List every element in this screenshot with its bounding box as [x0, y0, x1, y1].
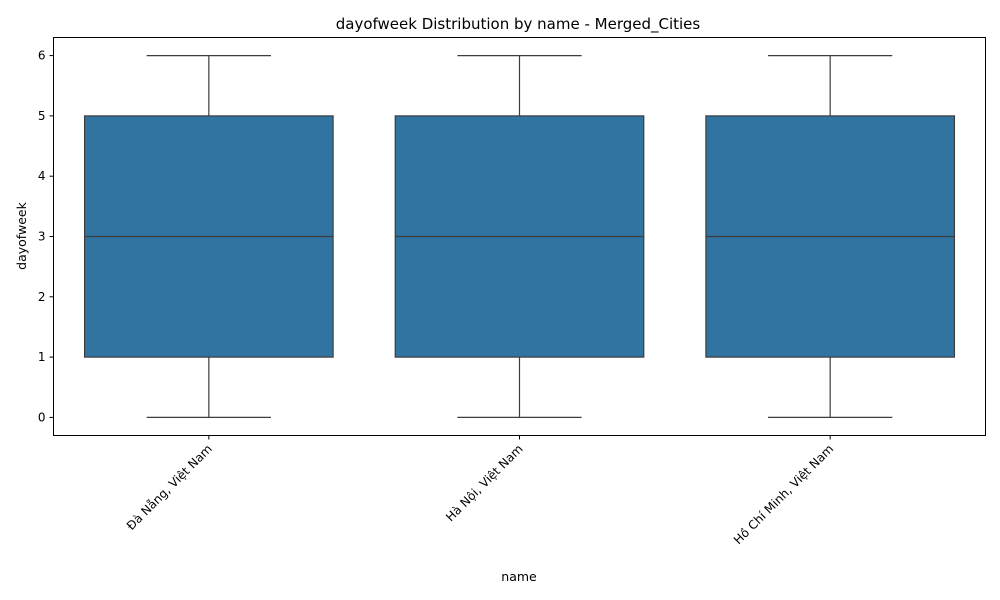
- y-axis: 0 1 2 3 4 5 6: [38, 49, 54, 424]
- y-tick-label: 3: [38, 230, 46, 244]
- plot-area: [83, 54, 956, 419]
- box-group: [83, 54, 334, 419]
- chart-title: dayofweek Distribution by name - Merged_…: [336, 15, 701, 34]
- x-axis: Đà Nẵng, Việt Nam Hà Nội, Việt Nam Hồ Chí …: [124, 435, 836, 547]
- box-group: [705, 54, 956, 419]
- y-tick-label: 1: [38, 350, 46, 364]
- y-tick-label: 2: [38, 290, 46, 304]
- y-tick-label: 6: [38, 49, 46, 63]
- x-axis-label: name: [501, 569, 537, 584]
- y-tick-label: 5: [38, 109, 46, 123]
- y-axis-label: dayofweek: [14, 201, 29, 269]
- box-group: [394, 54, 645, 419]
- x-tick-label: Đà Nẵng, Việt Nam: [124, 442, 215, 533]
- x-tick-label: Hà Nội, Việt Nam: [443, 442, 526, 525]
- x-tick-label: Hồ Chí Minh, Việt Nam: [731, 442, 836, 547]
- y-tick-label: 4: [38, 169, 46, 183]
- y-tick-label: 0: [38, 410, 46, 424]
